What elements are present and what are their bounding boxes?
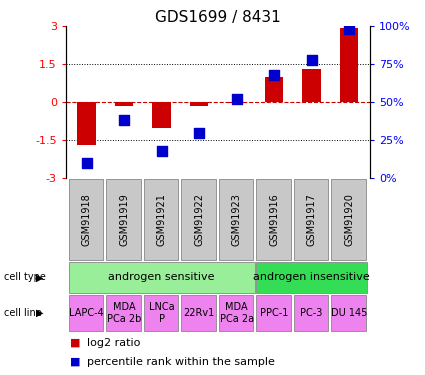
Text: GSM91922: GSM91922: [194, 193, 204, 246]
Bar: [302, 69, 321, 102]
Text: MDA
PCa 2a: MDA PCa 2a: [219, 302, 254, 324]
Title: GDS1699 / 8431: GDS1699 / 8431: [155, 10, 280, 25]
Bar: [340, 27, 359, 102]
Text: LNCa
P: LNCa P: [149, 302, 174, 324]
Bar: [106, 179, 141, 260]
Text: GSM91923: GSM91923: [232, 193, 241, 246]
Text: ■: ■: [70, 338, 81, 348]
Text: ■: ■: [70, 357, 81, 367]
Point: [158, 148, 165, 154]
Text: GSM91918: GSM91918: [82, 193, 91, 246]
Point: [271, 72, 278, 78]
Bar: [331, 179, 366, 260]
Bar: [256, 262, 367, 293]
Text: DU 145: DU 145: [331, 308, 367, 318]
Text: androgen sensitive: androgen sensitive: [108, 273, 215, 282]
Bar: [181, 295, 216, 331]
Point: [346, 26, 352, 32]
Bar: [68, 262, 255, 293]
Bar: [68, 295, 103, 331]
Bar: [265, 77, 283, 102]
Bar: [218, 295, 253, 331]
Text: ▶: ▶: [36, 308, 44, 318]
Bar: [218, 179, 253, 260]
Bar: [152, 102, 171, 128]
Bar: [294, 295, 329, 331]
Text: PPC-1: PPC-1: [260, 308, 288, 318]
Bar: [144, 179, 178, 260]
Point: [121, 117, 128, 123]
Text: percentile rank within the sample: percentile rank within the sample: [87, 357, 275, 367]
Text: cell line: cell line: [4, 308, 42, 318]
Bar: [256, 179, 291, 260]
Bar: [181, 179, 216, 260]
Bar: [115, 102, 133, 106]
Text: GSM91917: GSM91917: [306, 193, 317, 246]
Text: GSM91919: GSM91919: [119, 193, 129, 246]
Bar: [106, 295, 141, 331]
Text: log2 ratio: log2 ratio: [87, 338, 141, 348]
Bar: [294, 179, 329, 260]
Bar: [77, 102, 96, 145]
Text: MDA
PCa 2b: MDA PCa 2b: [107, 302, 141, 324]
Bar: [68, 179, 103, 260]
Text: 22Rv1: 22Rv1: [184, 308, 215, 318]
Text: GSM91921: GSM91921: [156, 193, 167, 246]
Bar: [256, 295, 291, 331]
Text: cell type: cell type: [4, 273, 46, 282]
Bar: [331, 295, 366, 331]
Text: GSM91916: GSM91916: [269, 193, 279, 246]
Text: ▶: ▶: [36, 273, 44, 282]
Bar: [227, 102, 246, 104]
Bar: [144, 295, 178, 331]
Text: PC-3: PC-3: [300, 308, 323, 318]
Point: [196, 130, 202, 136]
Text: GSM91920: GSM91920: [344, 193, 354, 246]
Point: [83, 160, 90, 166]
Point: [233, 96, 240, 102]
Point: [308, 57, 315, 63]
Bar: [190, 102, 208, 106]
Text: LAPC-4: LAPC-4: [69, 308, 104, 318]
Text: androgen insensitive: androgen insensitive: [253, 273, 370, 282]
